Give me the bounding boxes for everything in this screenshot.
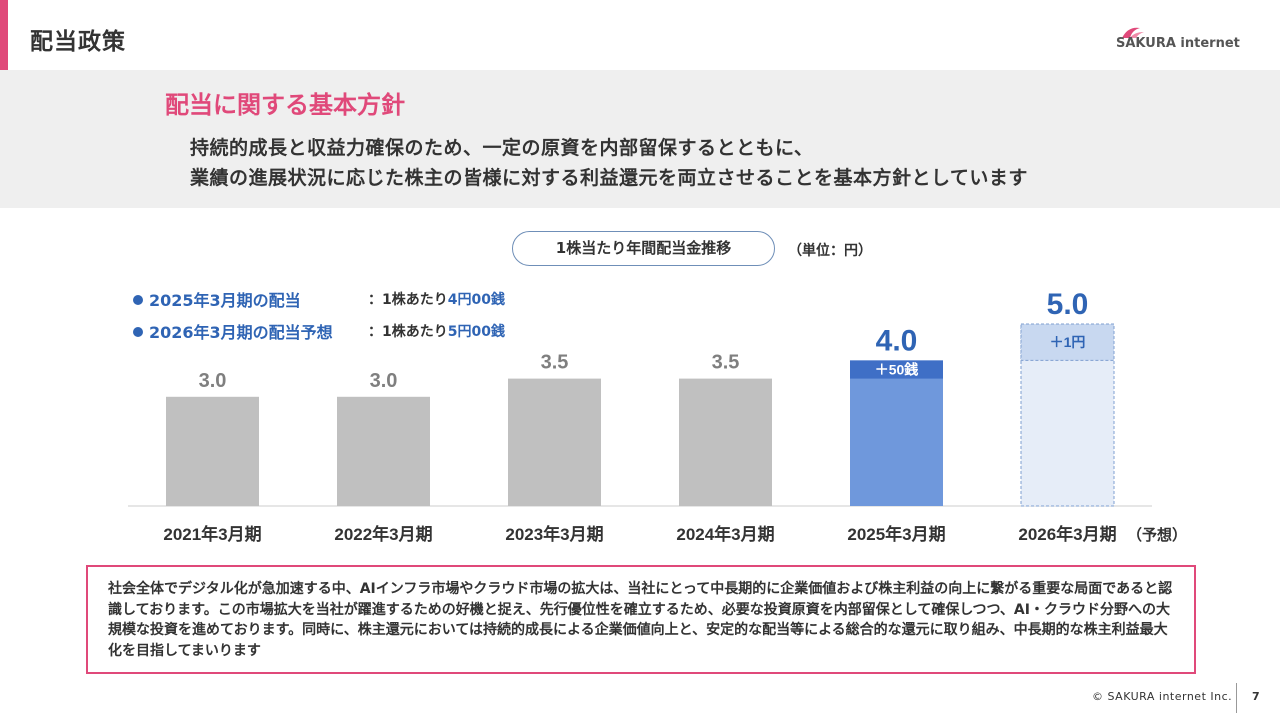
x-tick-label: 2023年3月期 xyxy=(505,524,603,544)
chart-title: 1株当たり年間配当金推移 xyxy=(512,231,775,266)
sakura-logo-icon xyxy=(1122,27,1144,38)
legend-detail-amount: 5円00銭 xyxy=(447,324,505,340)
legend-detail-amount: 4円00銭 xyxy=(447,292,505,308)
forecast-suffix: （予想） xyxy=(1127,526,1188,544)
legend-dot-icon xyxy=(133,295,143,305)
footer-copyright: © SAKURA internet Inc. xyxy=(1092,690,1233,703)
company-logo: SAKURA internet xyxy=(1114,24,1254,54)
x-tick-label: 2022年3月期 xyxy=(334,524,432,544)
dividend-bar-chart: 3.0 2021年3月期 3.0 2022年3月期 3.5 2023年3月期 3.5 2024… xyxy=(128,288,1152,544)
legend-label: 2025年3月期の配当 xyxy=(149,291,301,310)
policy-section: 配当に関する基本方針 持続的成長と収益力確保のため、一定の原資を内部留保するとと… xyxy=(0,70,1280,208)
header: 配当政策 SAKURA internet xyxy=(0,0,1280,70)
bar-value-label: 3.5 xyxy=(541,352,569,374)
x-tick-label: 2025年3月期 xyxy=(847,524,945,544)
legend-detail-prefix: ：1株あたり xyxy=(368,324,448,340)
page-number: 7 xyxy=(1252,690,1260,703)
legend-item-2025: 2025年3月期の配当 xyxy=(133,287,301,311)
bar-past xyxy=(508,378,601,506)
policy-text-line-1: 持続的成長と収益力確保のため、一定の原資を内部留保するとともに、 xyxy=(190,137,814,159)
legend-detail-prefix: ：1株あたり xyxy=(368,292,448,308)
bar-increment-current xyxy=(850,360,943,379)
bar-value-label: 3.0 xyxy=(199,370,227,392)
header-accent-bar xyxy=(0,0,8,70)
bar-value-label: 3.0 xyxy=(370,370,398,392)
bar-past xyxy=(679,378,772,506)
chart-unit-note: （単位：円） xyxy=(788,243,872,259)
bar-value-label: 3.5 xyxy=(712,352,740,374)
x-tick-label: 2024年3月期 xyxy=(676,524,774,544)
policy-text-line-2: 業績の進展状況に応じた株主の皆様に対する利益還元を両立させることを基本方針として… xyxy=(190,167,1028,189)
bar-current xyxy=(850,360,943,506)
bar-increment-label: ＋50銭 xyxy=(875,362,919,378)
x-tick-label: 2021年3月期 xyxy=(163,524,261,544)
legend-detail-2025: ：1株あたり4円00銭 xyxy=(368,289,505,309)
bar-increment-forecast xyxy=(1020,323,1115,361)
logo-text: SAKURA internet xyxy=(1116,36,1240,51)
page-title: 配当政策 xyxy=(30,29,126,55)
legend-label: 2026年3月期の配当予想 xyxy=(149,323,333,342)
x-tick-label: 2026年3月期 xyxy=(1018,524,1116,544)
bar-value-label: 5.0 xyxy=(1047,288,1089,321)
bar-value-label: 4.0 xyxy=(876,324,918,357)
legend-dot-icon xyxy=(133,327,143,337)
footer-divider xyxy=(1236,683,1237,713)
policy-title: 配当に関する基本方針 xyxy=(165,91,405,119)
legend-item-2026: 2026年3月期の配当予想 xyxy=(133,319,333,343)
legend-detail-2026: ：1株あたり5円00銭 xyxy=(368,321,505,341)
bar-past xyxy=(337,396,430,506)
bar-increment-label: ＋1円 xyxy=(1050,334,1086,350)
bar-past xyxy=(166,396,259,506)
note-text: 社会全体でデジタル化が急加速する中、AIインフラ市場やクラウド市場の拡大は、当社… xyxy=(108,581,1173,659)
note-box: 社会全体でデジタル化が急加速する中、AIインフラ市場やクラウド市場の拡大は、当社… xyxy=(86,565,1196,674)
